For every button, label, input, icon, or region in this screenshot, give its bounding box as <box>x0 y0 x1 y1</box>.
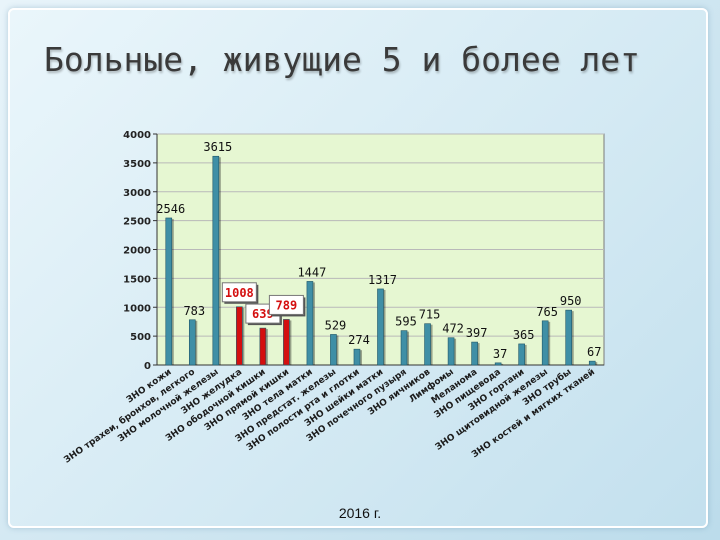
bar <box>306 281 314 366</box>
data-label: 365 <box>513 328 535 342</box>
y-tick-label: 0 <box>144 361 151 372</box>
bar <box>447 337 455 366</box>
bar <box>541 320 549 366</box>
bar <box>259 327 267 366</box>
bar <box>518 343 525 366</box>
data-label: 3615 <box>203 140 232 154</box>
data-label: 1447 <box>297 265 326 279</box>
data-label: 783 <box>183 304 205 318</box>
data-label: 37 <box>493 347 507 361</box>
data-label: 1317 <box>368 273 397 287</box>
bar <box>330 334 337 366</box>
y-tick-label: 1000 <box>123 303 151 314</box>
data-label: 529 <box>325 318 347 332</box>
data-label: 950 <box>560 294 582 308</box>
data-label: 67 <box>587 345 601 359</box>
data-label: 789 <box>276 298 298 312</box>
bar <box>471 341 478 366</box>
bar <box>165 217 173 366</box>
data-label-box <box>268 294 304 315</box>
bar <box>588 360 596 366</box>
bar <box>494 362 502 366</box>
bar <box>565 309 573 366</box>
y-tick-label: 500 <box>130 332 151 343</box>
data-label: 274 <box>348 333 370 347</box>
y-tick-label: 4000 <box>123 130 151 141</box>
data-label: 1008 <box>225 286 254 300</box>
bar <box>283 319 290 366</box>
x-tick-label: ЗНО трахеи, бронхов, легкого <box>62 366 197 465</box>
year-label: 2016 г. <box>338 505 382 521</box>
y-tick-label: 2000 <box>123 246 151 257</box>
bar <box>188 319 196 366</box>
bar <box>400 330 408 366</box>
slide-title: Больные, живущие 5 и более лет <box>44 40 641 79</box>
bar <box>377 288 384 366</box>
y-tick-label: 3500 <box>123 159 151 170</box>
data-label: 595 <box>395 315 417 329</box>
data-label: 765 <box>536 305 558 319</box>
bar <box>424 323 431 366</box>
data-label: 397 <box>466 326 488 340</box>
bar <box>212 155 220 366</box>
y-tick-label: 1500 <box>123 274 151 285</box>
data-label: 472 <box>442 322 464 336</box>
bar <box>236 306 243 366</box>
data-label: 2546 <box>156 202 185 216</box>
data-label: 639 <box>252 307 274 321</box>
data-label: 715 <box>419 308 441 322</box>
data-label-box <box>221 282 257 303</box>
y-tick-label: 2500 <box>123 217 151 228</box>
y-tick-label: 3000 <box>123 188 151 199</box>
bar <box>353 348 361 366</box>
